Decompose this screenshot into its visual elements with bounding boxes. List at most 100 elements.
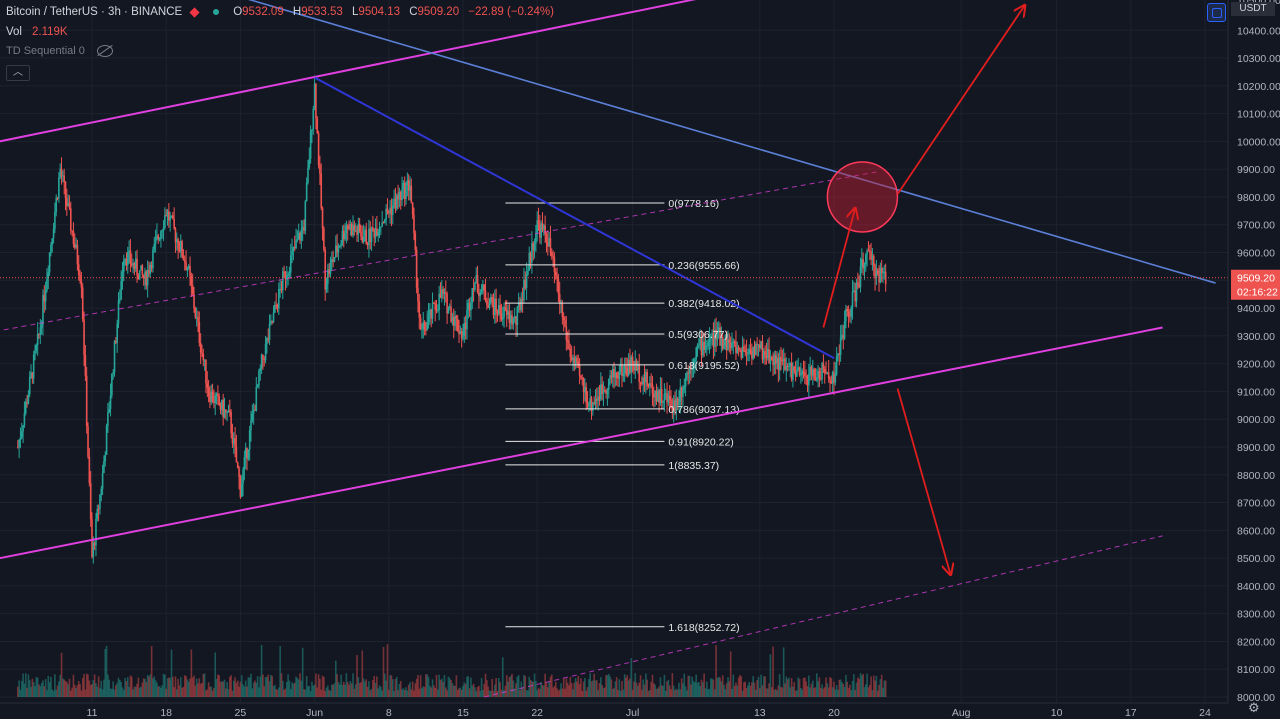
- candle-body: [463, 323, 466, 336]
- candle-body: [47, 272, 50, 279]
- volume-bar: [430, 687, 432, 697]
- volume-bar: [304, 689, 307, 697]
- volume-bar: [607, 674, 610, 697]
- volume-bar: [676, 689, 679, 697]
- volume-bar: [129, 675, 132, 697]
- volume-bar: [435, 674, 438, 697]
- time-axis: 11 18 25 Jun 8 15 22 Jul 13 20 Aug 10 17 24: [0, 702, 1228, 719]
- candle-body: [500, 313, 503, 320]
- candle-body: [478, 292, 480, 297]
- volume-bar: [658, 686, 660, 697]
- candle-body: [348, 228, 350, 230]
- volume-bar: [206, 689, 209, 697]
- volume-bar: [770, 687, 773, 697]
- low-value: 9504.13: [358, 6, 400, 18]
- volume-bar: [422, 686, 425, 697]
- candle-body: [544, 225, 546, 235]
- candle-body: [751, 350, 753, 359]
- candle-body: [537, 220, 540, 225]
- volume-bar: [871, 690, 874, 697]
- volume-bar: [84, 689, 87, 697]
- trendlines: [0, 0, 1216, 698]
- candle-body: [589, 397, 591, 406]
- candle-body: [679, 387, 682, 402]
- volume-bar: [766, 688, 769, 697]
- candle-body: [112, 372, 114, 374]
- volume-bar: [564, 688, 566, 697]
- gear-icon[interactable]: ⚙: [1248, 700, 1260, 715]
- candle-body: [798, 367, 801, 376]
- candle-body: [649, 383, 651, 387]
- candle-body: [381, 222, 383, 227]
- candle-body: [403, 183, 406, 200]
- volume-bar: [120, 682, 122, 697]
- volume-bar: [76, 685, 79, 697]
- volume-bar: [474, 687, 476, 697]
- volume-bar: [35, 677, 38, 697]
- indicator-legend[interactable]: TD Sequential 0: [6, 45, 113, 57]
- volume-bar: [401, 689, 403, 697]
- candle-body: [247, 449, 250, 459]
- candle-body: [182, 256, 185, 261]
- volume-bar: [470, 677, 472, 697]
- candle-body: [92, 542, 95, 558]
- volume-bar: [639, 675, 642, 697]
- candle-body: [456, 318, 459, 331]
- candle-body: [733, 341, 736, 343]
- candle-body: [202, 353, 205, 361]
- volume-bar: [44, 679, 47, 697]
- candle-body: [736, 347, 739, 353]
- volume-bar: [393, 690, 395, 697]
- candle-body: [568, 341, 570, 350]
- candle-body: [214, 395, 217, 403]
- candle-body: [284, 271, 287, 280]
- candle-body: [434, 303, 436, 310]
- volume-bar: [751, 682, 753, 697]
- volume-bar: [39, 686, 42, 697]
- volume-bar: [630, 658, 633, 697]
- snapshot-icon[interactable]: [1207, 3, 1226, 22]
- volume-bar: [635, 682, 638, 697]
- currency-badge[interactable]: USDT: [1231, 2, 1275, 16]
- collapse-legend-button[interactable]: ︿: [6, 65, 30, 81]
- candle-body: [830, 380, 833, 384]
- candle-body: [810, 366, 813, 376]
- candle-body: [664, 393, 667, 395]
- volume-bar: [702, 682, 704, 697]
- candle-body: [279, 288, 281, 290]
- candle-body: [622, 373, 625, 376]
- candle-body: [707, 342, 709, 347]
- volume-legend[interactable]: Vol 2.119K: [6, 26, 68, 38]
- volume-bar: [153, 676, 156, 697]
- candle-body: [508, 311, 511, 323]
- volume-bar: [650, 681, 652, 697]
- volume-bar: [43, 686, 46, 697]
- hidden-eye-icon[interactable]: [96, 45, 113, 57]
- volume-bar: [177, 678, 179, 697]
- volume-bar: [446, 690, 448, 697]
- volume-bar: [293, 682, 296, 697]
- candle-body: [581, 378, 584, 380]
- candle-body: [708, 338, 711, 343]
- volume-bar: [883, 680, 886, 697]
- candle-body: [134, 258, 137, 269]
- candle-body: [761, 341, 764, 360]
- candle-body: [541, 223, 544, 230]
- volume-bar: [165, 688, 167, 697]
- candle-body: [817, 371, 819, 378]
- volume-bar: [686, 690, 688, 697]
- volume-bar: [800, 687, 802, 697]
- volume-bar: [342, 681, 345, 697]
- candle-body: [547, 242, 549, 247]
- volume-bar: [438, 674, 440, 697]
- candle-body: [353, 225, 356, 231]
- volume-bar: [210, 686, 213, 697]
- symbol-title[interactable]: Bitcoin / TetherUS · 3h · BINANCE: [6, 6, 183, 18]
- volume-bar: [838, 679, 841, 697]
- candle-body: [40, 324, 43, 328]
- volume-bar: [741, 690, 744, 697]
- candle-body: [468, 302, 471, 311]
- volume-bar: [340, 674, 342, 697]
- candle-body: [467, 302, 470, 310]
